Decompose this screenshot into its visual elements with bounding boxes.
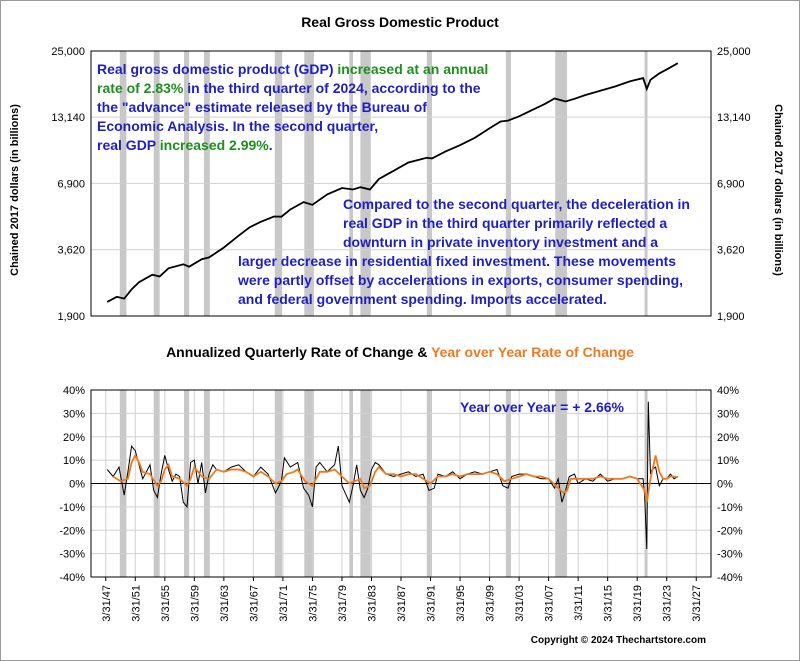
x-tick-label: 3/31/11 <box>573 585 585 621</box>
top-note-line: Economic Analysis. In the second quarter… <box>97 118 378 134</box>
x-tick-label: 3/31/71 <box>278 585 290 622</box>
top-note-line: Real gross domestic product (GDP) increa… <box>97 61 488 77</box>
yoy-line <box>112 453 678 503</box>
y-tick-label-right: 1,900 <box>717 311 745 323</box>
x-tick-label: 3/31/27 <box>691 585 703 622</box>
y-tick-label-right: -40% <box>717 572 743 584</box>
bottom-title-part-qoq: Annualized Quarterly Rate of Change & <box>166 344 431 360</box>
y-tick-label-left: 6,900 <box>57 178 85 190</box>
x-tick-label: 3/31/55 <box>160 585 172 622</box>
yoy-annotation: Year over Year = + 2.66% <box>460 399 625 415</box>
bottom-chart-title: Annualized Quarterly Rate of Change & Ye… <box>166 344 634 360</box>
y-tick-label-right: -30% <box>717 549 743 561</box>
y-tick-label-right: 10% <box>717 455 739 467</box>
gdp-line <box>106 62 679 303</box>
x-tick-label: 3/31/59 <box>189 585 201 622</box>
x-tick-label: 3/31/87 <box>396 585 408 622</box>
top-note-segment: real GDP <box>97 137 160 153</box>
y-tick-label-left: -40% <box>59 572 85 584</box>
y-tick-label-left: -20% <box>59 525 85 537</box>
x-tick-label: 3/31/99 <box>485 585 497 622</box>
top-plot-border <box>90 50 712 317</box>
y-tick-label-left: 0% <box>69 479 85 491</box>
x-tick-label: 3/31/03 <box>514 585 526 622</box>
x-tick-label: 3/31/91 <box>426 585 438 622</box>
y-tick-label-left: 30% <box>63 408 85 420</box>
mid-note-line: downturn in private inventory investment… <box>343 234 658 250</box>
mid-note-line: real GDP in the third quarter primarily … <box>343 215 667 231</box>
y-tick-label-left: 10% <box>63 455 85 467</box>
y-tick-label-left: -10% <box>59 502 85 514</box>
top-chart-plot: 25,000 25,000 13,140 13,140 6,900 6,900 3,620 3… <box>51 46 750 323</box>
top-note-segment: the "advance" estimate released by the B… <box>97 99 427 115</box>
top-note-segment: . <box>269 137 273 153</box>
bottom-title-part-yoy: Year over Year Rate of Change <box>431 344 634 360</box>
y-tick-label-left: -30% <box>59 549 85 561</box>
y-tick-label-right: 3,620 <box>717 245 745 257</box>
mid-note-line: were partly offset by accelerations in e… <box>237 272 683 288</box>
x-tick-label: 3/31/19 <box>632 585 644 622</box>
mid-note-line: and federal government spending. Imports… <box>238 291 607 307</box>
mid-note-line: Compared to the second quarter, the dece… <box>343 196 690 212</box>
x-tick-label: 3/31/67 <box>248 585 260 622</box>
copyright-text: Copyright © 2024 Thechartstore.com <box>531 635 706 646</box>
top-note-segment: Real gross domestic product (GDP) <box>97 61 337 77</box>
top-note-segment: Economic Analysis. In the second quarter… <box>97 118 378 134</box>
y-tick-label-right: -20% <box>717 525 743 537</box>
top-left-y-label: Chained 2017 dollars (in billions) <box>9 104 21 276</box>
qoq-line <box>106 401 679 550</box>
top-note-line: the "advance" estimate released by the B… <box>97 99 427 115</box>
x-tick-label: 3/31/79 <box>337 585 349 622</box>
y-tick-label-right: -10% <box>717 502 743 514</box>
x-tick-label: 3/31/07 <box>544 585 556 622</box>
x-tick-label: 3/31/47 <box>101 585 113 622</box>
y-tick-label-right: 20% <box>717 432 739 444</box>
y-tick-label-right: 0% <box>717 479 733 491</box>
y-tick-label-left: 40% <box>63 385 85 397</box>
y-tick-label-left: 20% <box>63 432 85 444</box>
top-note-line: rate of 2.83% in the third quarter of 20… <box>97 80 481 96</box>
top-note-segment: increased at an annual <box>337 61 488 77</box>
y-tick-label-right: 30% <box>717 408 739 420</box>
bottom-chart-plot: 40% 40% 30% 30% 20% 20% 10% 10% 0% 0% -10% -10% -20%… <box>59 385 743 622</box>
x-tick-label: 3/31/95 <box>455 585 467 622</box>
x-tick-label: 3/31/15 <box>603 585 615 622</box>
top-note-segment: rate of 2.83% <box>97 80 184 96</box>
mid-note-line: larger decrease in residential fixed inv… <box>238 253 676 269</box>
y-tick-label-left: 3,620 <box>57 245 85 257</box>
middle-annotation: Compared to the second quarter, the dece… <box>237 196 690 307</box>
x-tick-label: 3/31/23 <box>662 585 674 622</box>
y-tick-label-right: 6,900 <box>717 178 745 190</box>
top-chart-title: Real Gross Domestic Product <box>301 14 499 30</box>
bottom-plot-border <box>90 389 712 578</box>
y-tick-label-right: 13,140 <box>717 112 751 124</box>
top-right-y-label: Chained 2017 dollars (in billions) <box>772 104 784 276</box>
y-tick-label-left: 13,140 <box>51 112 85 124</box>
y-tick-label-right: 40% <box>717 385 739 397</box>
y-tick-label-right: 25,000 <box>717 46 751 58</box>
x-tick-label: 3/31/51 <box>130 585 142 622</box>
top-annotation: Real gross domestic product (GDP) increa… <box>97 61 488 153</box>
top-note-segment: in the third quarter of 2024, according … <box>183 80 480 96</box>
x-tick-label: 3/31/63 <box>219 585 231 622</box>
y-tick-label-left: 25,000 <box>51 46 85 58</box>
x-tick-label: 3/31/75 <box>307 585 319 622</box>
x-tick-label: 3/31/83 <box>366 585 378 622</box>
top-note-line: real GDP increased 2.99%. <box>97 137 273 153</box>
y-tick-label-left: 1,900 <box>57 311 85 323</box>
top-note-segment: increased 2.99% <box>160 137 270 153</box>
